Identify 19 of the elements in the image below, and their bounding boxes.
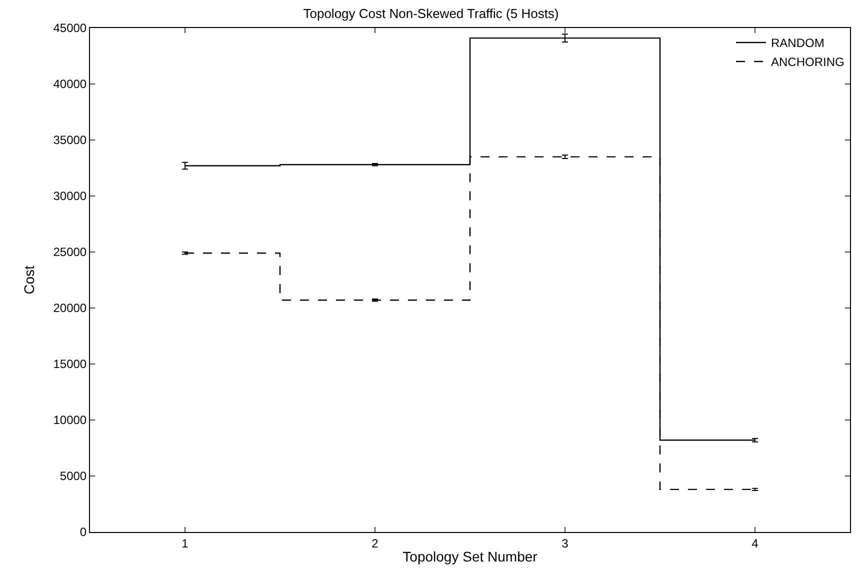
y-axis-title: Cost <box>20 266 37 294</box>
y-tick-label: 35000 <box>53 133 87 148</box>
y-tick-label: 0 <box>80 525 87 540</box>
y-tick-label: 5000 <box>60 469 87 484</box>
x-tick-label: 1 <box>182 536 189 550</box>
y-tick-label: 40000 <box>53 77 87 92</box>
y-tick-label: 30000 <box>53 189 87 204</box>
chart-title: Topology Cost Non-Skewed Traffic (5 Hosts) <box>303 6 559 21</box>
x-tick-label: 2 <box>372 536 379 550</box>
y-tick-label: 10000 <box>53 413 87 428</box>
legend-label: RANDOM <box>771 36 824 50</box>
x-axis-title: Topology Set Number <box>402 548 538 565</box>
y-tick-label: 20000 <box>53 301 87 316</box>
y-tick-label: 45000 <box>53 21 87 36</box>
x-tick-label: 4 <box>752 536 759 550</box>
y-tick-label: 25000 <box>53 245 87 260</box>
y-tick-label: 15000 <box>53 357 87 372</box>
x-tick-label: 3 <box>562 536 569 550</box>
legend-label: ANCHORING <box>771 55 844 70</box>
